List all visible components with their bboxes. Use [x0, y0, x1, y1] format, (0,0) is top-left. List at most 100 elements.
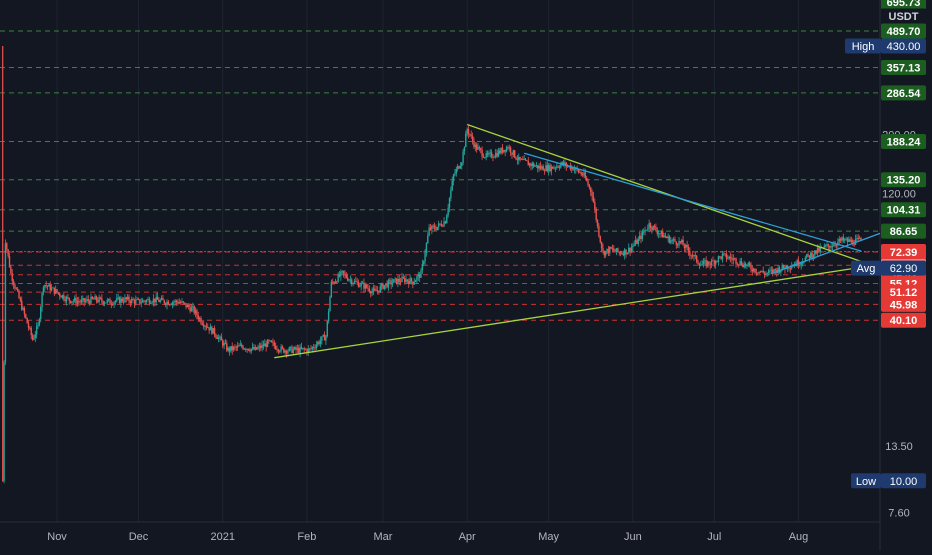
candle-body	[117, 297, 119, 299]
candle-body	[633, 244, 635, 246]
candle-body	[325, 336, 327, 341]
marker-low[interactable]: Low 10.00	[851, 473, 926, 489]
candle-body	[470, 134, 472, 136]
candle-body	[416, 276, 418, 281]
top-cut-price-badge-bg	[881, 0, 926, 10]
candle-body	[269, 340, 271, 342]
candle-body	[596, 220, 599, 227]
candle-body	[151, 302, 153, 304]
candle-body	[488, 152, 490, 155]
candle-body	[625, 249, 627, 255]
candle-body	[23, 308, 26, 315]
level-badge-135.20[interactable]: 135.20	[881, 172, 926, 188]
marker-avg-value: 62.90	[890, 263, 918, 275]
candle-body	[513, 150, 516, 158]
candle-body	[382, 283, 384, 289]
candle-body	[807, 254, 809, 256]
candle-body	[812, 255, 815, 258]
candle-body	[740, 260, 743, 266]
level-badge-286.54[interactable]: 286.54	[881, 85, 926, 101]
candle-body	[799, 265, 801, 266]
candle-body	[644, 230, 646, 233]
level-badge-357.13-text: 357.13	[887, 62, 921, 74]
candle-body	[7, 249, 9, 256]
level-badge-489.70[interactable]: 489.70	[881, 23, 926, 39]
top-cut-price-badge[interactable]: 695.73	[881, 0, 926, 10]
candle-body	[31, 335, 34, 340]
candle-body	[145, 299, 148, 302]
candle-body	[135, 299, 137, 304]
candle-body	[188, 304, 190, 308]
trendlines[interactable]	[274, 123, 881, 359]
candle-body	[307, 348, 309, 353]
candle-body	[759, 271, 762, 273]
price-level-lines	[0, 30, 880, 321]
candle-body	[352, 283, 354, 285]
candle-body	[655, 227, 657, 231]
candle-body	[198, 318, 201, 320]
marker-high[interactable]: High 430.00	[845, 38, 926, 54]
candle-body	[80, 299, 83, 303]
candle-body	[804, 257, 807, 262]
candle-body	[557, 166, 559, 168]
candle-body	[224, 343, 227, 344]
candle-body	[748, 263, 751, 266]
level-badge-104.31[interactable]: 104.31	[881, 202, 926, 218]
candle-body	[33, 337, 35, 340]
candle-body	[376, 290, 379, 292]
candle-body	[82, 298, 84, 300]
candle-body	[435, 228, 437, 230]
candle-body	[668, 236, 671, 243]
candle-body	[560, 164, 562, 168]
candle-body	[581, 174, 584, 176]
currency-label-bg	[881, 8, 926, 24]
candle-body	[643, 231, 645, 233]
candle-body	[121, 298, 123, 302]
candle-body	[216, 337, 218, 340]
candle-body	[486, 153, 489, 155]
candle-body	[68, 297, 70, 301]
candle-body	[683, 245, 686, 248]
candle-body	[721, 253, 724, 259]
candle-body	[687, 246, 690, 252]
level-badge-188.24[interactable]: 188.24	[881, 133, 926, 149]
candle-body	[750, 265, 752, 270]
level-badge-51.12[interactable]: 51.12	[881, 284, 926, 300]
candle-body	[205, 325, 208, 328]
candle-body	[265, 343, 267, 348]
level-badge-72.39[interactable]: 72.39	[881, 244, 926, 260]
candle-body	[604, 250, 607, 256]
level-badge-489.70-bg	[881, 23, 926, 39]
time-axis[interactable]: Nov Dec 2021 Feb Mar Apr May Jun Jul Aug	[47, 531, 808, 543]
candle-body	[182, 301, 185, 303]
candle-body	[234, 346, 236, 348]
candle-body	[170, 304, 172, 306]
candle-body	[292, 349, 295, 354]
candle-body	[167, 301, 170, 305]
candle-body	[360, 283, 362, 286]
level-badge-45.98[interactable]: 45.98	[881, 296, 926, 312]
level-badge-357.13[interactable]: 357.13	[881, 59, 926, 75]
candle-body	[86, 299, 88, 301]
currency-label[interactable]: USDT	[881, 8, 926, 24]
candle-body	[747, 263, 749, 265]
candle-body	[311, 347, 314, 349]
candle-body	[462, 151, 464, 164]
price-axis[interactable]: 200.00120.0013.507.60695.73USDT489.70357…	[845, 0, 926, 519]
candle-body	[408, 281, 410, 285]
level-badge-40.10[interactable]: 40.10	[881, 312, 926, 328]
marker-avg-value-bg	[881, 260, 926, 276]
candle-body	[120, 298, 122, 304]
level-badge-86.65[interactable]: 86.65	[881, 223, 926, 239]
candle-body	[235, 346, 237, 348]
candle-body	[368, 288, 371, 292]
candle-body	[160, 298, 163, 300]
candle-body	[592, 196, 595, 203]
candle-body	[403, 278, 406, 283]
marker-avg[interactable]: Avg 62.90	[851, 260, 926, 276]
candle-body	[322, 334, 324, 337]
candle-body	[166, 301, 168, 305]
candle-body	[606, 248, 608, 251]
